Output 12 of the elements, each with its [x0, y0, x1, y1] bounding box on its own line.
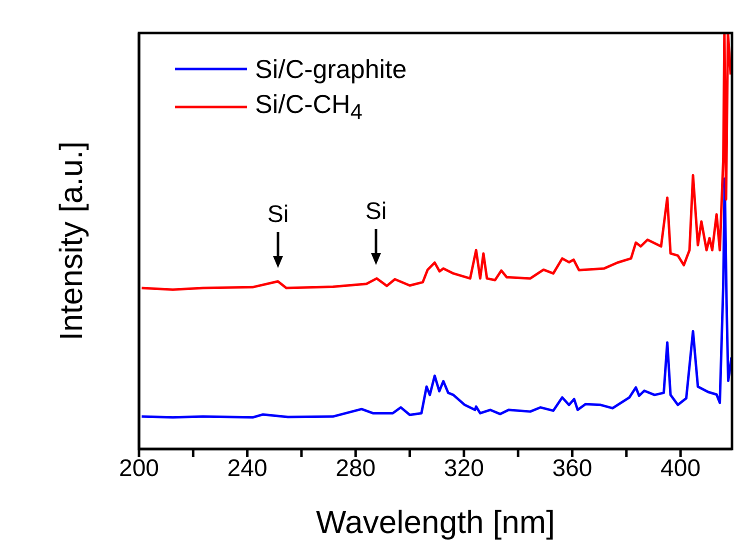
x-tick-label: 320	[444, 455, 484, 482]
x-axis-title: Wavelength [nm]	[316, 504, 555, 540]
x-tick-label: 240	[227, 455, 268, 482]
x-tick-label: 360	[552, 455, 592, 482]
annotation: Si	[365, 198, 387, 225]
annotation: Si	[267, 201, 289, 228]
x-tick-label: 400	[660, 455, 701, 482]
legend-label: Si/C-CH$_{4}$	[255, 88, 362, 126]
x-tick-label: 200	[118, 455, 160, 482]
x-tick-label: 280	[336, 455, 376, 482]
y-axis-title: Intensity [a.u.]	[53, 141, 89, 341]
legend-label: Si/C-graphite	[255, 54, 407, 84]
